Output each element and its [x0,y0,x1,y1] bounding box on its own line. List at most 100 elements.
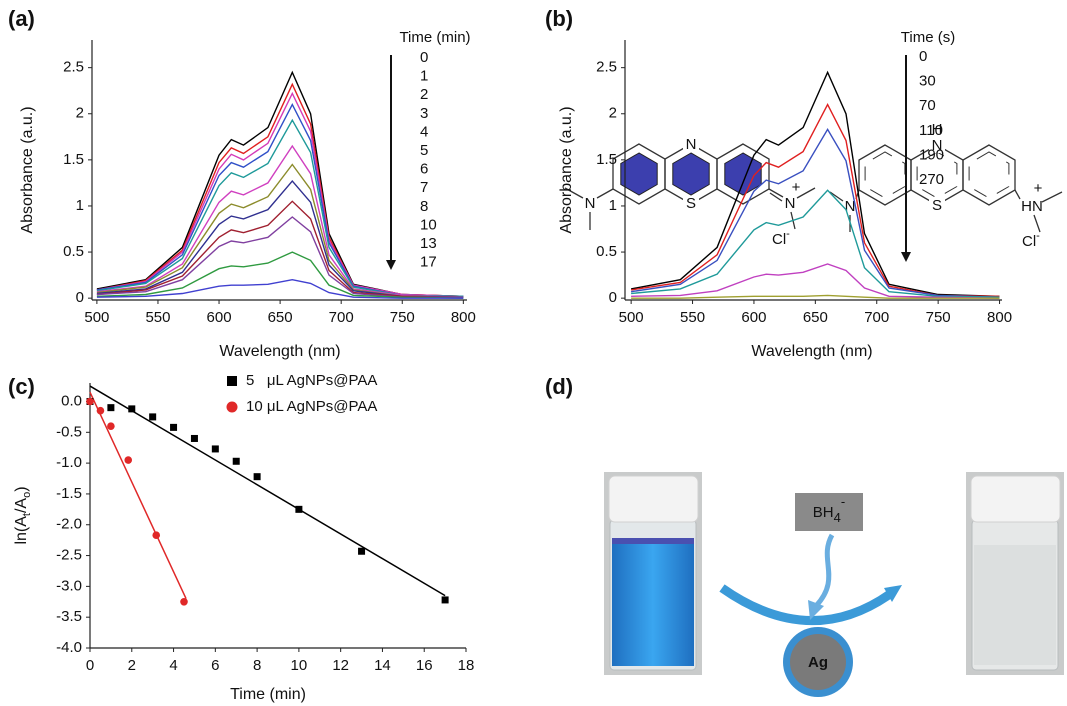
y-tick-label: 1.5 [63,151,84,168]
legend-label: 4 [420,123,428,140]
atom: S [932,197,942,214]
y-tick-label: -4.0 [56,639,82,656]
legend-label: 190 [919,146,944,163]
spectrum-line [96,251,464,299]
spectrum-line [631,294,1000,299]
legend-label: 30 [919,73,936,90]
y-tick-label: 1 [76,197,84,214]
y-tick-label: -2.5 [56,547,82,564]
point [295,505,303,513]
legend-label: 10 μL AgNPs@PAA [246,398,377,415]
vial-clear [966,472,1064,675]
x-tick-label: 650 [803,309,828,326]
ring [962,144,1016,206]
y-tick-label: 2 [76,105,84,122]
legend-label: 70 [919,97,936,114]
legend-marker [227,376,237,386]
panel-label: (c) [8,374,35,399]
legend-label: 17 [420,254,437,271]
y-tick-label: 1.5 [596,151,617,168]
y-tick-label: 0.5 [596,243,617,260]
x-tick-label: 800 [987,309,1012,326]
panel-label: (d) [545,374,573,399]
fit-line [89,391,187,600]
atom-labels: N S N N + Cl- H N S N HN + Cl- [585,121,1043,250]
atom: N [845,198,856,215]
spectrum-line [96,70,464,297]
x-tick-label: 14 [374,657,391,674]
point [86,397,94,406]
counterion: Cl- [772,228,790,248]
panel-label: (a) [8,6,35,31]
spectrum-line [630,102,1000,297]
point [124,456,133,464]
spectrum-line [631,263,1000,299]
x-tick-label: 550 [145,309,170,326]
y-tick-label: 2.5 [63,59,84,76]
charge: + [792,179,801,196]
point [190,434,198,442]
legend-label: 7 [420,179,428,196]
point [232,457,240,465]
legend-label: 5 μL AgNPs@PAA [246,372,377,389]
legend-label: 3 [420,105,428,122]
arrows [719,533,902,625]
subscript: 4 [834,510,841,525]
x-tick-label: 4 [169,657,177,674]
spectrum-line [96,102,464,297]
spectrum-line [96,278,464,299]
ring-inner [968,151,1010,199]
reductant: BH4- [795,493,863,531]
legend-arrowhead [901,252,911,262]
label-part: ) [13,486,30,491]
y-axis-label: ln(At/Ao) [13,486,33,544]
y-tick-label: 0 [76,289,84,306]
atom: Cl [772,231,786,248]
reductant-label: BH4- [813,494,845,525]
spectrum-line [631,189,1000,298]
catalyst-label: Ag [808,654,828,671]
legend-arrowhead [386,260,396,270]
x-axis-label: Wavelength (nm) [219,343,340,360]
x-tick-label: 600 [207,309,232,326]
ring-inner [916,151,958,199]
legend-label: 1 [420,68,428,85]
point [441,596,449,604]
point [211,445,219,453]
subscript: t [21,513,33,516]
y-tick-label: -1.5 [56,485,82,502]
spectrum-line [96,82,464,297]
atom: HN [1021,198,1043,215]
x-tick-label: 750 [390,309,415,326]
y-tick-label: 0.5 [63,243,84,260]
spectrum-line [630,128,1000,298]
panel-label: (b) [545,6,573,31]
legend-label: 8 [420,198,428,215]
point [149,413,157,421]
point [180,597,188,606]
spectrum-line [630,70,1000,297]
legend-title: Time (s) [901,29,955,46]
x-tick-label: 6 [211,657,219,674]
x-tick-label: 18 [458,657,475,674]
x-tick-label: 0 [86,657,94,674]
spectrum-line [96,216,464,298]
x-tick-label: 10 [291,657,308,674]
x-tick-label: 2 [128,657,136,674]
x-tick-label: 700 [329,309,354,326]
legend-label: 110 [919,122,943,139]
charge: - [841,494,845,509]
subscript: o [21,492,33,498]
vial-blue [604,472,702,675]
legend-marker [226,401,238,413]
x-tick-label: 800 [451,309,476,326]
y-tick-label: -3.0 [56,577,82,594]
charge: + [1034,180,1043,197]
x-tick-label: 500 [84,309,109,326]
x-tick-label: 650 [268,309,293,326]
x-tick-label: 550 [680,309,705,326]
point [152,531,161,540]
x-tick-label: 16 [416,657,433,674]
point [107,404,115,412]
